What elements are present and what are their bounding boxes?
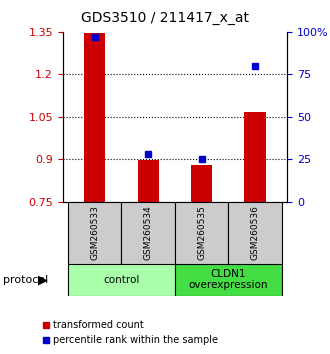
Bar <box>175 202 228 264</box>
Bar <box>244 112 266 202</box>
Text: protocol: protocol <box>3 275 49 285</box>
Text: GDS3510 / 211417_x_at: GDS3510 / 211417_x_at <box>81 11 249 25</box>
Bar <box>138 160 159 202</box>
Text: CLDN1
overexpression: CLDN1 overexpression <box>188 269 268 291</box>
Bar <box>68 264 175 296</box>
Text: control: control <box>103 275 140 285</box>
Bar <box>228 202 282 264</box>
Bar <box>121 202 175 264</box>
Text: GSM260536: GSM260536 <box>250 205 259 260</box>
Text: ▶: ▶ <box>38 273 48 286</box>
Text: GSM260534: GSM260534 <box>144 205 153 260</box>
Bar <box>68 202 121 264</box>
Bar <box>84 33 106 202</box>
Text: GSM260533: GSM260533 <box>90 205 99 260</box>
Bar <box>191 165 212 202</box>
Bar <box>175 264 282 296</box>
Text: GSM260535: GSM260535 <box>197 205 206 260</box>
Legend: transformed count, percentile rank within the sample: transformed count, percentile rank withi… <box>38 316 222 349</box>
